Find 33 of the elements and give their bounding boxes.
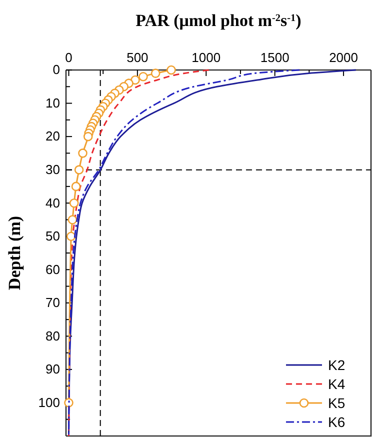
legend-label: K6 — [328, 414, 346, 430]
legend-label: K4 — [328, 376, 346, 392]
y-tick-label: 40 — [46, 195, 60, 210]
y-tick-label: 90 — [46, 362, 60, 377]
y-tick-label: 50 — [46, 228, 60, 244]
point — [166, 65, 176, 75]
point — [150, 68, 160, 78]
point — [78, 148, 88, 158]
y-tick-label: 70 — [46, 295, 60, 310]
point — [68, 215, 78, 224]
y-tick-label: 100 — [38, 394, 60, 410]
point — [71, 182, 81, 192]
x-tick-label: 500 — [126, 50, 148, 65]
x-tick-label: 1000 — [192, 50, 221, 65]
point — [66, 232, 76, 242]
chart-title: PAR (μmol phot m$^{-2}$s$^{-1}$) — [136, 11, 302, 30]
y-tick-label: 80 — [46, 328, 60, 344]
point — [69, 198, 79, 208]
point — [138, 72, 148, 82]
y-tick-label: 60 — [46, 262, 60, 277]
x-tick-label: 1500 — [260, 50, 290, 65]
point — [83, 132, 93, 142]
y-axis-title: Depth (m) — [5, 216, 24, 290]
y-tick-label: 0 — [52, 62, 60, 78]
legend-label: K5 — [328, 395, 346, 411]
y-tick-label: 20 — [46, 128, 60, 144]
legend-label: K2 — [328, 357, 346, 373]
point — [74, 165, 84, 174]
x-tick-label: 0 — [65, 50, 72, 65]
point — [64, 398, 74, 408]
y-tick-label: 30 — [46, 162, 60, 177]
x-tick-label: 2000 — [329, 50, 358, 65]
y-tick-label: 10 — [46, 95, 60, 110]
